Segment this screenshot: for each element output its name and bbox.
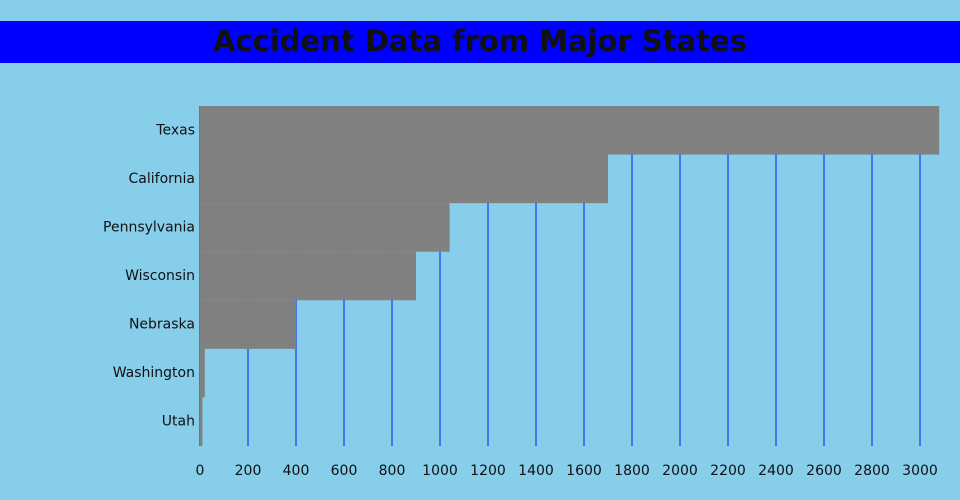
x-tick-label: 200 bbox=[235, 463, 262, 479]
y-tick-label: Texas bbox=[155, 122, 195, 138]
bar bbox=[200, 203, 450, 252]
x-tick-label: 2000 bbox=[662, 463, 698, 479]
x-tick-label: 800 bbox=[379, 463, 406, 479]
x-tick-label: 2200 bbox=[710, 463, 746, 479]
x-tick-label: 1600 bbox=[566, 463, 602, 479]
chart-title: Accident Data from Major States bbox=[213, 24, 747, 58]
x-tick-label: 2400 bbox=[758, 463, 794, 479]
x-tick-label: 400 bbox=[283, 463, 310, 479]
x-tick-label: 2600 bbox=[806, 463, 842, 479]
x-tick-label: 3000 bbox=[902, 463, 938, 479]
y-tick-label: Washington bbox=[113, 365, 195, 381]
x-tick-label: 2800 bbox=[854, 463, 890, 479]
x-tick-label: 1000 bbox=[422, 463, 458, 479]
y-tick-label: California bbox=[129, 171, 195, 187]
x-tick-label: 600 bbox=[331, 463, 358, 479]
bar bbox=[200, 106, 940, 155]
bar bbox=[200, 154, 608, 204]
bar bbox=[200, 397, 203, 446]
bar bbox=[200, 251, 416, 301]
y-tick-label: Wisconsin bbox=[125, 268, 195, 284]
y-tick-label: Utah bbox=[162, 414, 195, 430]
x-tick-label: 1200 bbox=[470, 463, 506, 479]
x-tick-label: 0 bbox=[196, 463, 205, 479]
y-tick-label: Nebraska bbox=[129, 317, 195, 333]
x-tick-label: 1400 bbox=[518, 463, 554, 479]
x-tick-label: 1800 bbox=[614, 463, 650, 479]
bar bbox=[200, 300, 296, 349]
title-banner bbox=[0, 21, 960, 63]
y-tick-label: Pennsylvania bbox=[103, 219, 195, 235]
bar bbox=[200, 348, 205, 398]
